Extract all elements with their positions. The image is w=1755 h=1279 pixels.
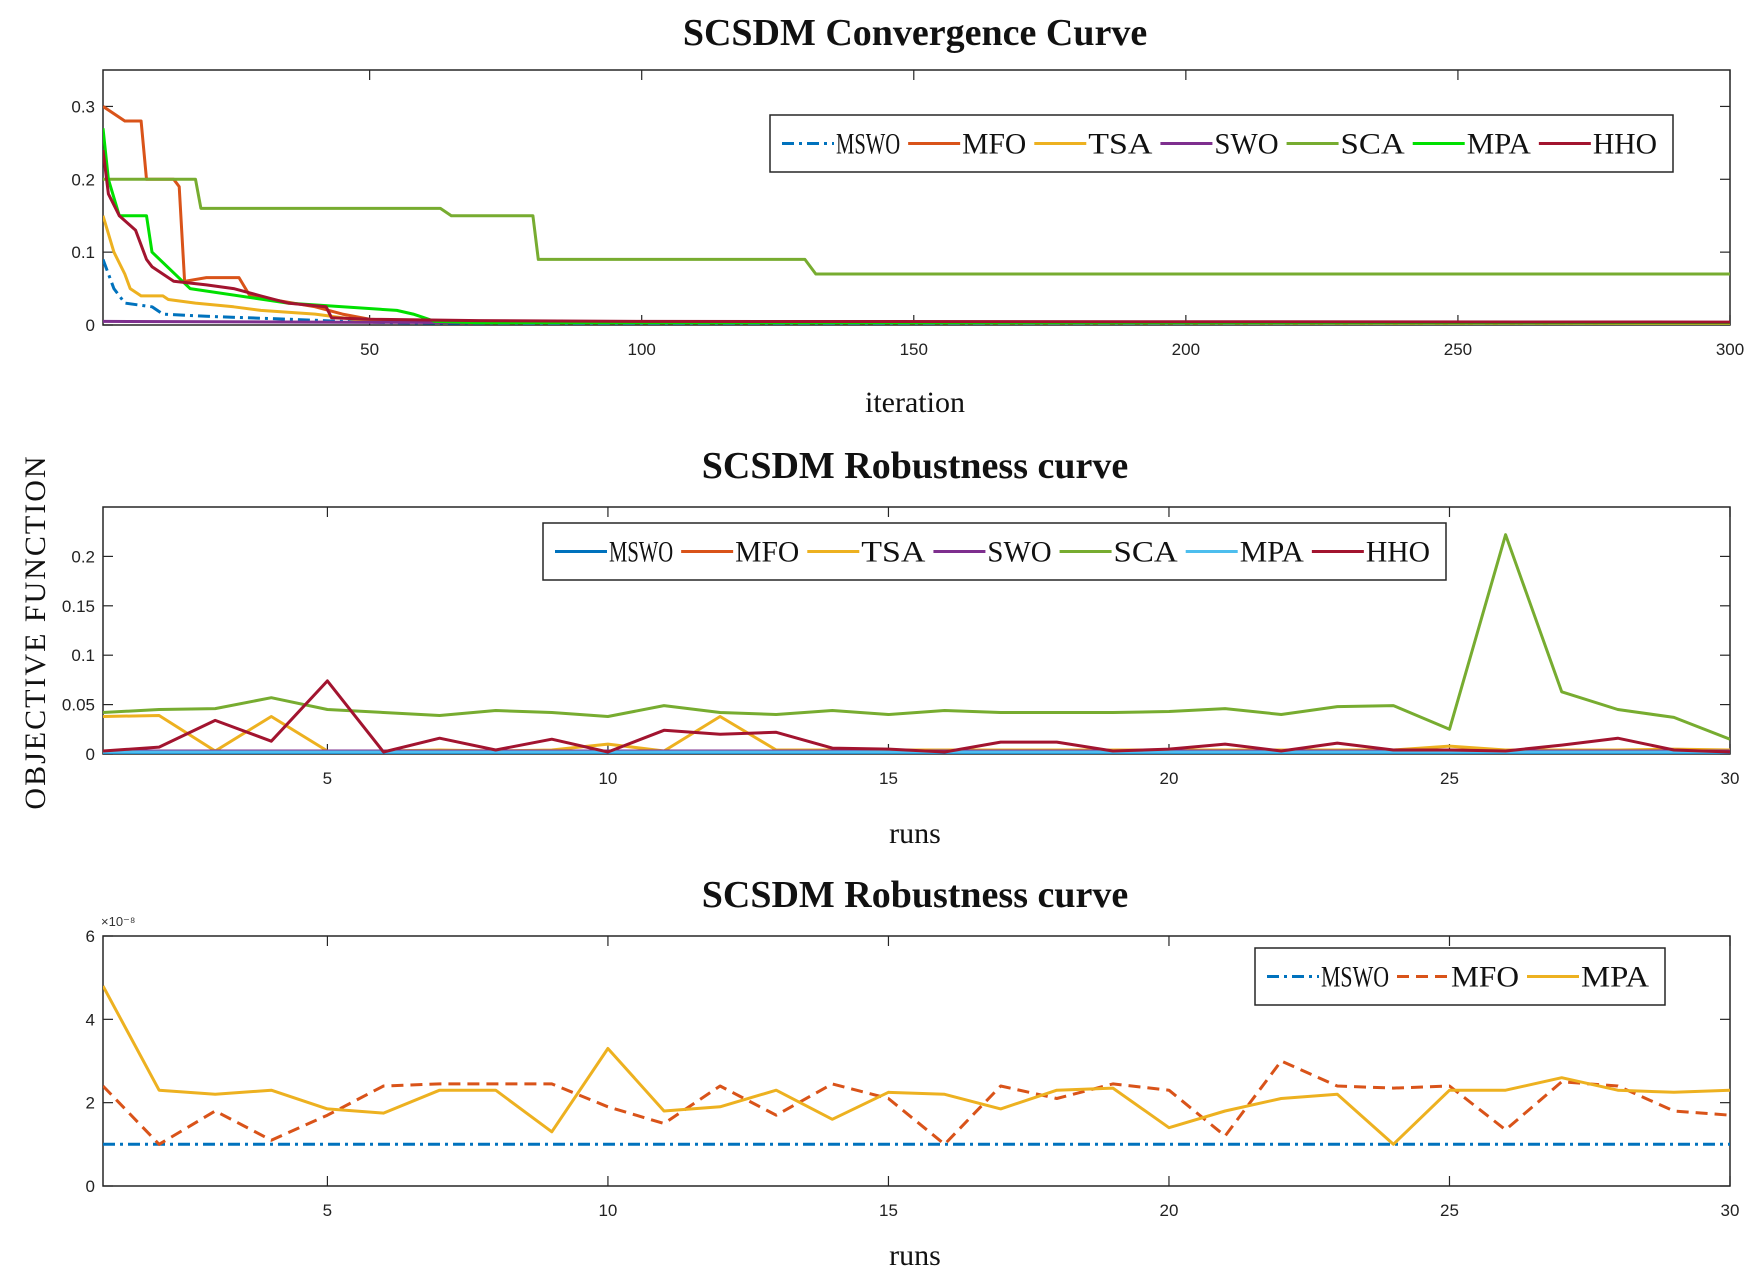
y-tick-label: 0.2: [71, 547, 95, 566]
legend-box: [1254, 947, 1666, 1006]
x-tick-label: 20: [1160, 1201, 1179, 1220]
series-line-sca: [103, 177, 1730, 276]
series-line-mfo: [103, 1059, 1730, 1146]
y-exponent-label: ×10⁻⁸: [101, 914, 135, 929]
series-line-mpa: [103, 985, 1730, 1146]
legend-label-mpa: MPA: [1467, 128, 1531, 161]
legend-label-mswo: MSWO: [836, 128, 900, 161]
legend-label-sca: SCA: [1114, 536, 1179, 569]
y-tick-label: 0.1: [71, 243, 95, 262]
legend-label-sca: SCA: [1341, 128, 1406, 161]
plot-area: 0 0.05 0.1 0.15 0.2 5 10 15 20 25 30 MSWO MFO TSA SWO S…: [62, 506, 1740, 788]
legend-label-mfo: MFO: [735, 536, 799, 569]
chart-title: SCSDM Convergence Curve: [683, 12, 1147, 54]
legend-label-mfo: MFO: [1451, 961, 1519, 994]
x-tick-label: 100: [628, 340, 656, 359]
series-line-sca: [103, 533, 1730, 741]
x-tick-label: 200: [1172, 340, 1200, 359]
y-tick-label: 0.1: [71, 646, 95, 665]
y-tick-label: 0.05: [62, 696, 95, 715]
series-line-hho: [103, 679, 1730, 754]
x-tick-label: 5: [323, 1201, 332, 1220]
legend-label-mswo: MSWO: [1321, 961, 1389, 994]
legend-label-tsa: TSA: [1088, 128, 1153, 161]
legend-label-mpa: MPA: [1581, 961, 1649, 994]
x-tick-label: 25: [1440, 769, 1459, 788]
y-tick-label: 0.15: [62, 597, 95, 616]
legend-label-swo: SWO: [1214, 128, 1278, 161]
legend-label-hho: HHO: [1366, 536, 1430, 569]
y-tick-label: 4: [86, 1010, 95, 1029]
x-tick-label: 30: [1721, 1201, 1740, 1220]
axes-box: [102, 69, 1731, 326]
chart-title: SCSDM Robustness curve: [702, 874, 1128, 916]
shared-y-axis-label: OBJECTIVE FUNCTION: [19, 454, 52, 809]
plot-area: 0 0.1 0.2 0.3 50 100 150 200 250 300 MSWO MFO TSA SWO…: [71, 69, 1744, 359]
x-tick-label: 25: [1440, 1201, 1459, 1220]
robustness-chart-all: SCSDM Robustness curve 0 0.05 0.1 0.15 0.2 5 1…: [62, 445, 1740, 850]
y-tick-label: 0: [86, 316, 95, 335]
y-tick-label: 0.2: [71, 170, 95, 189]
x-tick-label: 10: [598, 769, 617, 788]
x-tick-label: 150: [900, 340, 928, 359]
x-tick-label: 250: [1444, 340, 1472, 359]
x-tick-label: 15: [879, 769, 898, 788]
convergence-chart: SCSDM Convergence Curve 0 0.1 0.2 0.3 50 100 1…: [71, 12, 1744, 419]
x-tick-label: 300: [1716, 340, 1744, 359]
x-axis-label: iteration: [865, 386, 965, 419]
x-tick-label: 5: [323, 769, 332, 788]
robustness-chart-zoom: SCSDM Robustness curve 0 2 4 6 5 10 15 20 25 30 ×1…: [86, 874, 1740, 1272]
x-tick-label: 50: [360, 340, 379, 359]
x-axis-label: runs: [889, 1239, 941, 1272]
legend-label-mswo: MSWO: [609, 536, 673, 569]
legend-label-swo: SWO: [987, 536, 1051, 569]
y-tick-label: 0: [86, 1177, 95, 1196]
y-tick-label: 0: [86, 745, 95, 764]
plot-area: 0 2 4 6 5 10 15 20 25 30 ×10⁻⁸ MSWO MFO MPA: [86, 914, 1740, 1220]
y-tick-label: 0.3: [71, 97, 95, 116]
legend-label-tsa: TSA: [861, 536, 926, 569]
legend-label-mfo: MFO: [962, 128, 1026, 161]
x-tick-label: 15: [879, 1201, 898, 1220]
series-line-hho: [103, 149, 1730, 324]
x-axis-label: runs: [889, 817, 941, 850]
x-tick-label: 30: [1721, 769, 1740, 788]
y-tick-label: 6: [86, 927, 95, 946]
x-tick-label: 10: [598, 1201, 617, 1220]
legend-label-hho: HHO: [1593, 128, 1657, 161]
x-tick-label: 20: [1160, 769, 1179, 788]
y-tick-label: 2: [86, 1094, 95, 1113]
chart-title: SCSDM Robustness curve: [702, 445, 1128, 487]
legend-label-mpa: MPA: [1240, 536, 1304, 569]
